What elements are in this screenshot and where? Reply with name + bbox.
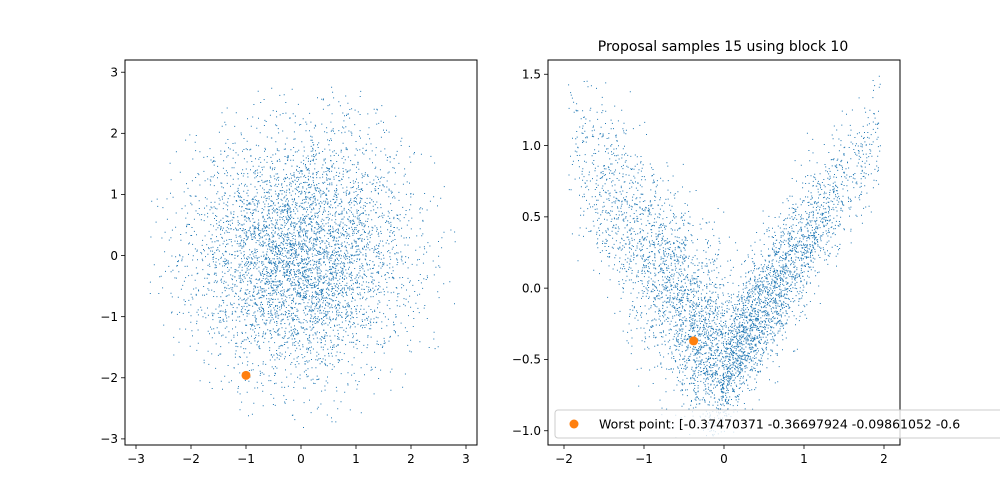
y-tick-label: −2: [100, 371, 118, 385]
left-sample-cloud: [149, 86, 456, 428]
left-scatter-axes: −3 −2 −1 0 1 2 3 −3 −2 −1 0 1 2 3: [100, 59, 478, 466]
x-tick-label: 0: [720, 452, 728, 466]
right-worst-point-marker: [689, 336, 699, 346]
y-tick-label: −3: [100, 432, 118, 446]
x-tick-label: 2: [880, 452, 888, 466]
y-tick-label: 0.5: [522, 210, 541, 224]
x-tick-label: −3: [127, 452, 145, 466]
x-tick-label: 1: [800, 452, 808, 466]
legend-marker-icon: [569, 419, 579, 429]
y-tick-label: 3: [110, 65, 118, 79]
left-y-ticks: −3 −2 −1 0 1 2 3: [100, 65, 125, 446]
y-tick-label: 1: [110, 188, 118, 202]
sample-points: [568, 75, 881, 439]
y-tick-label: 0.0: [522, 281, 541, 295]
y-tick-label: −0.5: [512, 353, 541, 367]
y-tick-label: 1.5: [522, 67, 541, 81]
x-tick-label: 0: [297, 452, 305, 466]
legend: Worst point: [-0.37470371 -0.36697924 -0…: [554, 409, 1000, 439]
x-tick-label: −1: [237, 452, 255, 466]
legend-box: [554, 409, 1000, 439]
left-x-ticks: −3 −2 −1 0 1 2 3: [127, 445, 470, 466]
x-tick-label: 3: [462, 452, 470, 466]
x-tick-label: 2: [407, 452, 415, 466]
right-chart-title: Proposal samples 15 using block 10: [598, 39, 848, 55]
y-tick-label: −1.0: [512, 424, 541, 438]
right-scatter-axes: Proposal samples 15 using block 10 −2 −1 0…: [512, 39, 1000, 466]
legend-label: Worst point: [-0.37470371 -0.36697924 -0…: [599, 417, 960, 432]
right-x-ticks: −2 −1 0 1 2: [555, 445, 888, 466]
y-tick-label: 2: [110, 127, 118, 141]
x-tick-label: −1: [635, 452, 653, 466]
right-y-ticks: −1.0 −0.5 0.0 0.5 1.0 1.5: [512, 67, 548, 438]
y-tick-label: −1: [100, 310, 118, 324]
x-tick-label: −2: [555, 452, 573, 466]
y-tick-label: 0: [110, 249, 118, 263]
x-tick-label: −2: [182, 452, 200, 466]
y-tick-label: 1.0: [522, 139, 541, 153]
x-tick-label: 1: [352, 452, 360, 466]
left-worst-point-marker: [241, 370, 251, 380]
sample-points: [149, 86, 456, 428]
right-sample-cloud: [568, 75, 881, 439]
